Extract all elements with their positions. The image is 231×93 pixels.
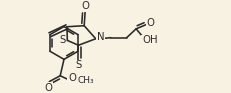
Text: S: S [75,60,82,70]
Text: OH: OH [142,35,158,45]
Text: O: O [68,73,76,84]
Text: O: O [147,18,155,28]
Text: N: N [97,32,104,42]
Text: CH₃: CH₃ [77,76,94,85]
Text: O: O [44,82,52,93]
Text: S: S [59,35,65,45]
Text: O: O [81,1,89,11]
